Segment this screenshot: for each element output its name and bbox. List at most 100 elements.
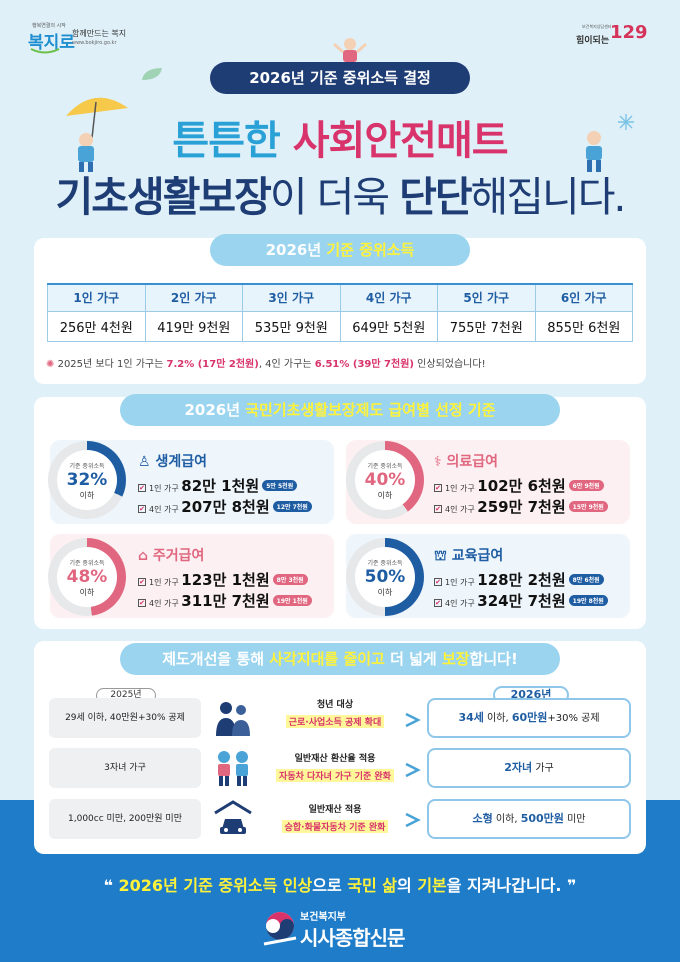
change-detail: 승합·화물자동차 기준 완화 <box>281 820 389 833</box>
new-a: 소형 <box>472 812 493 825</box>
amount-b: 7천원 <box>527 498 566 516</box>
increase-tag: 8만 3천원 <box>272 574 308 585</box>
arrow-right-icon <box>405 812 421 828</box>
lightbulb-icon: ✺ <box>46 359 55 370</box>
car-garage-icon <box>214 800 252 834</box>
education-one-person: ✔ 1인 가구 128만 2천원 8만 6천원 <box>434 569 604 590</box>
smile-icon <box>30 48 60 54</box>
check-icon: ✔ <box>138 578 146 586</box>
snowflake-icon <box>618 114 634 130</box>
helpline-number: 129 <box>610 22 648 43</box>
workers-icon <box>216 702 250 736</box>
medical-one-person: ✔ 1인 가구 102만 6천원 6만 9천원 <box>434 475 604 496</box>
income-panel-title: 2026년 기준 중위소득 <box>210 234 470 266</box>
livelihood-one-person: ✔ 1인 가구 82만 1천원 5만 5천원 <box>138 475 298 496</box>
median-income-table: 1인 가구 2인 가구 3인 가구 4인 가구 5인 가구 6인 가구 256만… <box>47 283 633 342</box>
new-d: +30% 공제 <box>547 713 600 724</box>
income-header-row: 1인 가구 2인 가구 3인 가구 4인 가구 5인 가구 6인 가구 <box>47 283 633 312</box>
headline1-part-b: 사회안전매트 <box>292 118 509 164</box>
income-col-2: 2인 가구 <box>144 283 243 312</box>
livelihood-four-person: ✔ 4인 가구 207만 8천원 12만 7천원 <box>138 496 312 517</box>
amount-a: 311만 <box>181 592 232 610</box>
education-ring: 기준 중위소득 50% 이하 <box>346 538 424 616</box>
change-target: 일반재산 적용 <box>308 805 362 815</box>
bokjiro-logo[interactable]: 행복연결의 시작 복지로 함께만드는 복지 www.bokjiro.go.kr <box>28 22 126 54</box>
household-label: 1인 가구 <box>445 578 475 587</box>
reform-new-value: 소형 이하, 500만원 미만 <box>427 799 631 839</box>
livelihood-title: ♙ 생계급여 <box>138 451 207 471</box>
income-value-3: 535만 9천원 <box>242 310 341 342</box>
household-label: 4인 가구 <box>445 505 475 514</box>
change-target: 일반재산 환산율 적용 <box>294 754 376 764</box>
reform-title-b: 사각지대를 줄이고 <box>269 650 385 668</box>
housing-ring: 기준 중위소득 48% 이하 <box>48 538 126 616</box>
household-label: 4인 가구 <box>149 505 179 514</box>
income-value-4: 649만 5천원 <box>339 310 438 342</box>
check-icon: ✔ <box>138 484 146 492</box>
housing-name: 주거급여 <box>152 548 205 564</box>
headline2-part-c: 단단 <box>399 173 472 221</box>
education-four-person: ✔ 4인 가구 324만 7천원 19만 8천원 <box>434 590 608 611</box>
running-child-illustration <box>586 131 602 172</box>
amount-a: 128만 <box>477 571 528 589</box>
amount-b: 1천원 <box>221 477 260 495</box>
headline2-part-d: 해집니다. <box>470 173 627 221</box>
newspaper-name: 시사종합신문 <box>300 926 405 950</box>
housing-percent: 48% <box>66 567 108 587</box>
check-icon: ✔ <box>434 484 442 492</box>
top-title-pill: 2026년 기준 중위소득 결정 <box>210 62 470 94</box>
new-d: 미만 <box>563 814 586 825</box>
increase-tag: 8만 6천원 <box>568 574 604 585</box>
headline1-part-a: 튼튼한 <box>172 118 293 164</box>
education-title: ⛫ 교육급여 <box>434 545 503 566</box>
household-label: 1인 가구 <box>445 484 475 493</box>
income-col-3: 3인 가구 <box>242 283 341 312</box>
ring-caption: 기준 중위소득 <box>69 463 105 470</box>
check-icon: ✔ <box>434 599 442 607</box>
note-part-b: 7.2% (17만 2천원) <box>166 359 259 370</box>
increase-tag: 12만 7천원 <box>272 501 312 512</box>
ring-caption: 기준 중위소득 <box>367 560 403 567</box>
medical-four-person: ✔ 4인 가구 259만 7천원 15만 9천원 <box>434 496 608 517</box>
check-icon: ✔ <box>434 505 442 513</box>
new-c: 60만원 <box>511 711 548 724</box>
bottom-slogan: ❝ 2026년 기준 중위소득 인상으로 국민 삶의 기본을 지켜나갑니다. ❞ <box>0 872 680 896</box>
note-part-a: 2025년 보다 1인 가구는 <box>57 359 167 370</box>
reform-title-d: 보장 <box>441 650 470 668</box>
helpline-129-logo[interactable]: 보건복지상담센터 힘이되는 129 <box>576 22 648 47</box>
amount-b: 7천원 <box>527 592 566 610</box>
taegeuk-emblem-icon <box>263 912 297 946</box>
slogan-a: 2026년 기준 중위소득 인상 <box>118 876 313 895</box>
income-title-highlight: 기준 중위소득 <box>326 241 415 259</box>
ministry-name: 보건복지부 <box>300 912 346 923</box>
new-b: 이하, <box>483 713 512 724</box>
arrows <box>405 712 421 828</box>
school-icon: ⛫ <box>434 548 447 564</box>
amount-b: 1천원 <box>231 571 270 589</box>
stethoscope-icon: ⚕ <box>434 454 442 470</box>
housing-title: ⌂ 주거급여 <box>138 545 204 565</box>
household-label: 4인 가구 <box>149 599 179 608</box>
reform-old-value: 3자녀 가구 <box>49 748 201 788</box>
change-detail: 자동차 다자녀 가구 기준 완화 <box>276 769 394 782</box>
benefits-panel-title: 2026년 국민기초생활보장제도 급여별 선정 기준 <box>120 394 560 426</box>
reform-change-multichild: 일반재산 환산율 적용 자동차 다자녀 가구 기준 완화 <box>255 751 415 783</box>
medical-percent: 40% <box>364 470 406 490</box>
reform-new-value: 34세 이하, 60만원+30% 공제 <box>427 698 631 738</box>
housing-four-person: ✔ 4인 가구 311만 7천원 19만 1천원 <box>138 590 312 611</box>
house-icon: ⌂ <box>138 548 149 564</box>
leaf-icon <box>142 68 162 80</box>
slogan-d: 의 <box>397 876 418 895</box>
reform-title-c: 더 넓게 <box>384 650 442 668</box>
ministry-newspaper-logo: 보건복지부 시사종합신문 <box>262 906 422 954</box>
reform-panel-title: 제도개선을 통해 사각지대를 줄이고 더 넓게 보장합니다! <box>120 643 560 675</box>
ring-below: 이하 <box>79 491 95 500</box>
headline-line2: 기초생활보장이 더욱 단단해집니다. <box>0 163 680 223</box>
note-part-e: 인상되었습니다! <box>414 359 486 370</box>
income-col-4: 4인 가구 <box>339 283 438 312</box>
reform-title-e: 합니다! <box>469 650 518 668</box>
new-a: 2자녀 <box>504 761 533 774</box>
slogan-b: 으로 <box>312 876 348 895</box>
increase-tag: 19만 1천원 <box>272 595 312 606</box>
note-part-c: , 4인 가구는 <box>258 359 315 370</box>
